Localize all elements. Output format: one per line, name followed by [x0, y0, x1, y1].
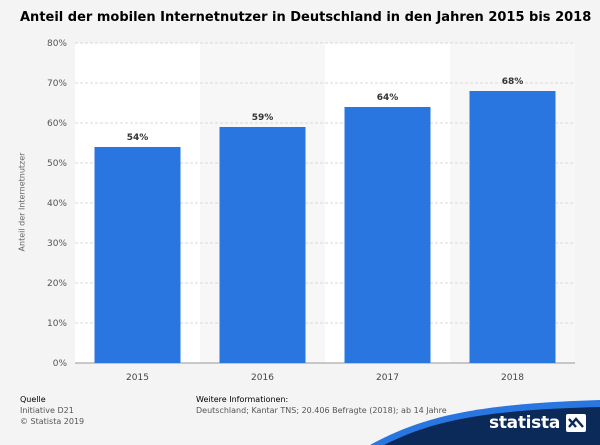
y-tick-label: 60% [47, 119, 67, 129]
bar [469, 91, 556, 363]
data-label: 54% [127, 133, 149, 143]
y-tick-label: 0% [53, 359, 68, 369]
statista-logo-icon [566, 414, 586, 432]
chart-title: Anteil der mobilen Internetnutzer in Deu… [20, 10, 592, 25]
y-tick-label: 40% [47, 199, 67, 209]
x-tick-label: 2015 [126, 373, 149, 383]
info-heading: Weitere Informationen: [196, 395, 289, 404]
brand-name: statista [489, 413, 560, 433]
y-tick-label: 50% [47, 159, 67, 169]
data-label: 68% [502, 77, 524, 87]
y-tick-label: 30% [47, 239, 67, 249]
bar [344, 107, 431, 363]
x-tick-label: 2018 [501, 373, 524, 383]
info-text: Deutschland; Kantar TNS; 20.406 Befragte… [196, 406, 447, 415]
source-heading: Quelle [20, 395, 46, 404]
y-tick-label: 80% [47, 39, 67, 49]
y-tick-label: 70% [47, 79, 67, 89]
data-label: 64% [377, 93, 399, 103]
bar [219, 127, 306, 363]
source-line: Initiative D21 [20, 406, 74, 415]
bar [94, 147, 181, 363]
x-tick-label: 2017 [376, 373, 399, 383]
brand-logo[interactable]: statista [489, 413, 586, 433]
y-tick-label: 20% [47, 279, 67, 289]
x-tick-label: 2016 [251, 373, 274, 383]
footer-info: Weitere Informationen: Deutschland; Kant… [196, 394, 447, 416]
copyright-line: © Statista 2019 [20, 417, 85, 426]
data-label: 59% [252, 113, 274, 123]
footer-source: Quelle Initiative D21 © Statista 2019 [20, 394, 84, 427]
y-tick-label: 10% [47, 319, 67, 329]
